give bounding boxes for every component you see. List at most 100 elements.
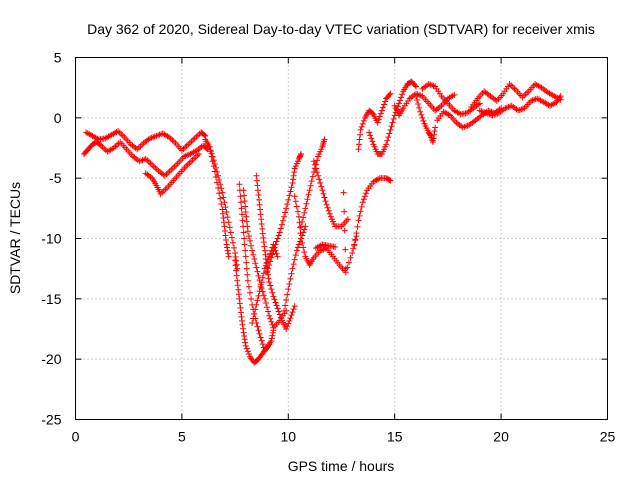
- data-point: [266, 262, 273, 269]
- data-point: [210, 163, 217, 170]
- data-point: [285, 196, 292, 203]
- data-point: [227, 229, 234, 236]
- data-point: [238, 205, 245, 212]
- x-tick-label: 0: [72, 429, 80, 445]
- data-point: [144, 157, 151, 164]
- data-point: [351, 242, 358, 249]
- data-point: [414, 97, 421, 104]
- data-point: [269, 251, 276, 258]
- y-tick-label: -20: [41, 351, 61, 367]
- data-point: [265, 265, 272, 272]
- data-point: [297, 230, 304, 237]
- data-point: [430, 135, 437, 142]
- data-point: [298, 223, 305, 230]
- data-point: [508, 82, 515, 89]
- data-point: [219, 210, 226, 217]
- data-point: [368, 135, 375, 142]
- data-point: [277, 314, 284, 321]
- data-point: [354, 223, 361, 230]
- data-point: [253, 172, 260, 179]
- data-point: [257, 206, 264, 213]
- data-point: [374, 119, 381, 126]
- chart-title: Day 362 of 2020, Sidereal Day-to-day VTE…: [87, 21, 595, 37]
- data-point: [208, 153, 215, 160]
- data-point: [303, 200, 310, 207]
- data-point: [224, 214, 231, 221]
- data-point: [344, 216, 351, 223]
- data-point: [163, 171, 170, 178]
- data-point: [314, 169, 321, 176]
- data-point: [225, 250, 232, 257]
- data-point: [284, 291, 291, 298]
- data-point: [369, 138, 376, 145]
- data-point: [244, 228, 251, 235]
- data-point: [287, 188, 294, 195]
- data-point: [240, 325, 247, 332]
- data-point: [273, 238, 280, 245]
- data-point: [476, 100, 483, 107]
- data-point: [397, 97, 404, 104]
- data-point: [232, 262, 239, 269]
- data-point: [360, 117, 367, 124]
- data-point: [272, 299, 279, 306]
- data-point: [431, 128, 438, 135]
- data-point: [381, 101, 388, 108]
- data-point: [379, 104, 386, 111]
- data-point: [239, 317, 246, 324]
- data-point: [418, 111, 425, 118]
- data-point: [256, 201, 263, 208]
- data-point: [290, 172, 297, 179]
- data-point: [285, 286, 292, 293]
- data-point: [286, 281, 293, 288]
- y-tick-label: -15: [41, 291, 61, 307]
- data-point: [320, 190, 327, 197]
- data-point: [203, 145, 210, 152]
- data-point: [188, 138, 195, 145]
- data-point: [288, 184, 295, 191]
- data-point: [271, 244, 278, 251]
- data-point: [257, 334, 264, 341]
- data-point: [240, 187, 247, 194]
- data-point: [218, 201, 225, 208]
- data-point: [419, 114, 426, 121]
- data-point: [361, 193, 368, 200]
- data-point: [289, 265, 296, 272]
- data-point: [243, 265, 250, 272]
- data-point: [267, 282, 274, 289]
- data-point: [135, 144, 142, 151]
- data-point: [301, 226, 308, 233]
- data-point: [233, 272, 240, 279]
- data-point: [387, 177, 394, 184]
- data-point: [299, 240, 306, 247]
- data-point: [262, 300, 269, 307]
- data-point: [186, 139, 193, 146]
- data-point: [253, 177, 260, 184]
- data-point: [412, 83, 419, 90]
- data-point: [244, 271, 251, 278]
- data-point: [206, 143, 213, 150]
- data-point: [279, 217, 286, 224]
- data-point: [256, 196, 263, 203]
- data-point: [557, 93, 564, 100]
- data-point: [300, 244, 307, 251]
- data-point: [252, 260, 259, 267]
- data-point: [386, 91, 393, 98]
- data-point: [255, 272, 262, 279]
- data-point: [241, 235, 248, 242]
- data-point: [225, 253, 232, 260]
- data-point: [241, 241, 248, 248]
- data-point: [387, 90, 394, 97]
- data-point: [349, 249, 356, 256]
- data-point: [272, 241, 279, 248]
- data-point: [270, 248, 277, 255]
- data-point: [298, 235, 305, 242]
- data-point: [269, 289, 276, 296]
- data-point: [258, 279, 265, 286]
- data-point: [212, 173, 219, 180]
- data-point: [524, 89, 531, 96]
- data-point: [388, 123, 395, 130]
- data-point: [324, 204, 331, 211]
- data-point: [295, 241, 302, 248]
- data-points: [81, 78, 564, 366]
- data-point: [254, 187, 261, 194]
